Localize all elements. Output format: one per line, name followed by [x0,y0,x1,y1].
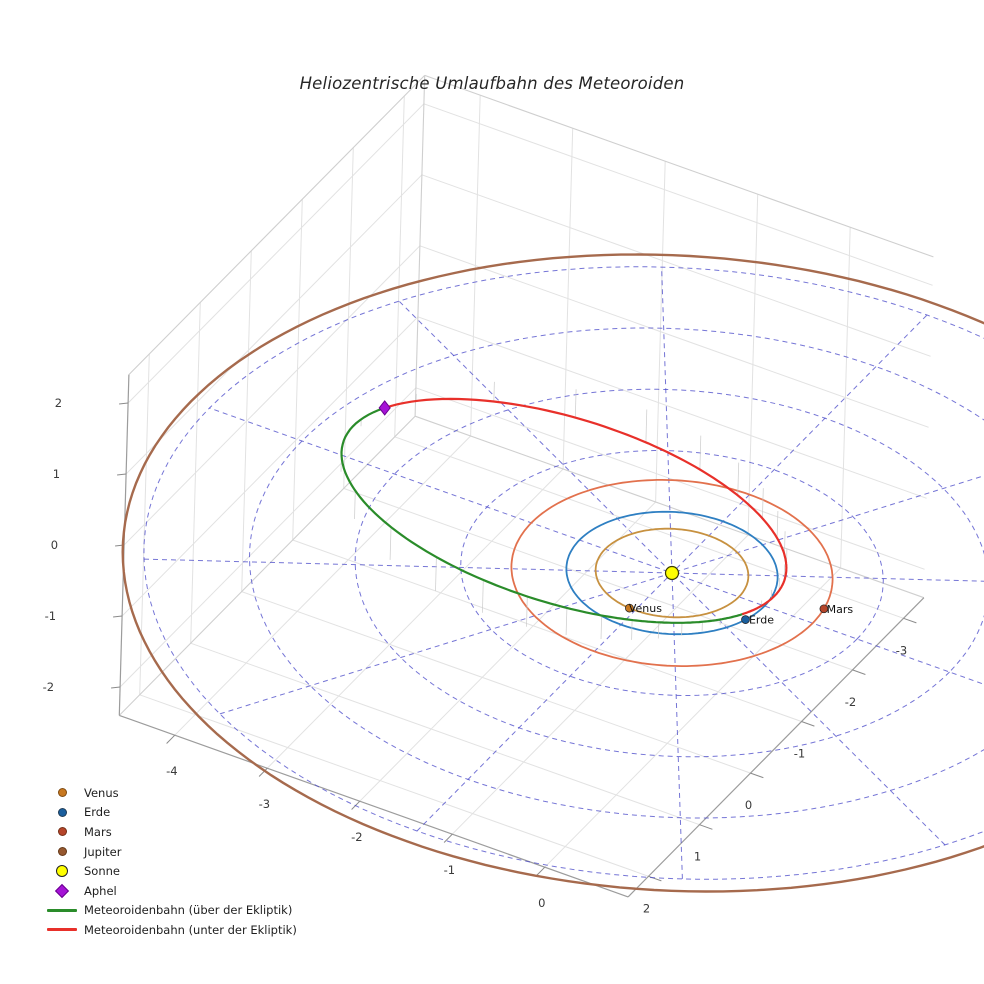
legend-label: Sonne [84,864,120,879]
legend-marker-cell [44,908,80,912]
legend-label: Mars [84,824,112,839]
mars-marker [819,604,829,614]
x-tick-label: -4 [166,764,177,778]
z-tick-label: 1 [53,467,60,481]
z-tick-label: 2 [55,396,62,410]
legend-dot-icon [57,807,67,817]
venus-marker [625,603,634,613]
legend-item: Meteoroidenbahn (unter der Ekliptik) [44,920,297,940]
axes-box-edges [118,74,934,898]
legend: Venus Erde Mars Jupiter Sonne Aphel Meteoroide… [44,783,297,940]
legend-item: Aphel [44,881,297,901]
legend-circle-icon [56,865,68,878]
y-tick-label: 0 [745,798,752,812]
legend-marker-cell [44,865,80,878]
z-tick-label: 0 [51,538,58,552]
legend-diamond-icon [54,883,70,898]
meteoroid-orbit-paths [340,397,788,624]
aphel-marker [378,400,391,416]
legend-item: Mars [44,822,297,842]
legend-label: Aphel [84,883,117,898]
legend-line-icon [47,908,77,912]
erde-orbit-path [565,510,779,636]
mars-label: Mars [827,603,854,616]
legend-line-icon [47,928,77,932]
legend-marker-cell [44,928,80,932]
y-tick-label: 2 [643,901,650,915]
legend-marker-cell [44,827,80,837]
y-tick-label: -1 [794,747,805,761]
y-tick-label: -2 [845,695,856,709]
mars-orbit-path [510,478,834,667]
axes-pane-grid [119,95,933,877]
legend-label: Venus [84,785,119,800]
legend-item: Sonne [44,861,297,881]
legend-marker-cell [44,788,80,798]
y-tick-label: 1 [694,850,701,864]
legend-dot-icon [57,788,67,798]
legend-label: Meteoroidenbahn (unter der Ekliptik) [84,922,297,937]
jupiter-orbit-path [121,253,984,893]
erde-label: Erde [749,614,774,627]
tick-and-body-labels: -4 -3 -2 -1 0 2 1 0 -1 -2 -3 2 1 0 -1 -2 Venus Erde Mars [43,396,908,915]
legend-marker-cell [44,807,80,817]
legend-item: Erde [44,803,297,823]
plot-title: Heliozentrische Umlaufbahn des Meteoroid… [299,74,685,93]
legend-label: Meteoroidenbahn (über der Ekliptik) [84,903,293,918]
legend-marker-cell [44,847,80,857]
x-tick-label: 0 [538,896,545,910]
meteoroid-orbit-below-ecliptic [383,397,788,616]
x-tick-label: -2 [351,830,362,844]
z-tick-label: -1 [45,609,56,623]
legend-label: Jupiter [84,844,122,859]
legend-item: Venus [44,783,297,803]
y-tick-label: -3 [896,643,907,657]
z-tick-label: -2 [43,680,54,694]
venus-label: Venus [629,602,662,615]
legend-dot-icon [57,847,67,857]
sun-marker [664,565,680,581]
legend-marker-cell [44,883,80,898]
celestial-body-markers [378,400,829,624]
legend-item: Meteoroidenbahn (über der Ekliptik) [44,901,297,921]
venus-orbit-path [594,527,750,619]
x-tick-label: -1 [444,863,455,877]
legend-item: Jupiter [44,842,297,862]
erde-marker [741,615,750,624]
legend-dot-icon [57,827,67,837]
meteoroid-orbit-above-ecliptic [340,406,745,624]
legend-label: Erde [84,805,111,820]
planet-orbit-paths [121,253,984,893]
x-tick-label: -3 [259,797,270,811]
